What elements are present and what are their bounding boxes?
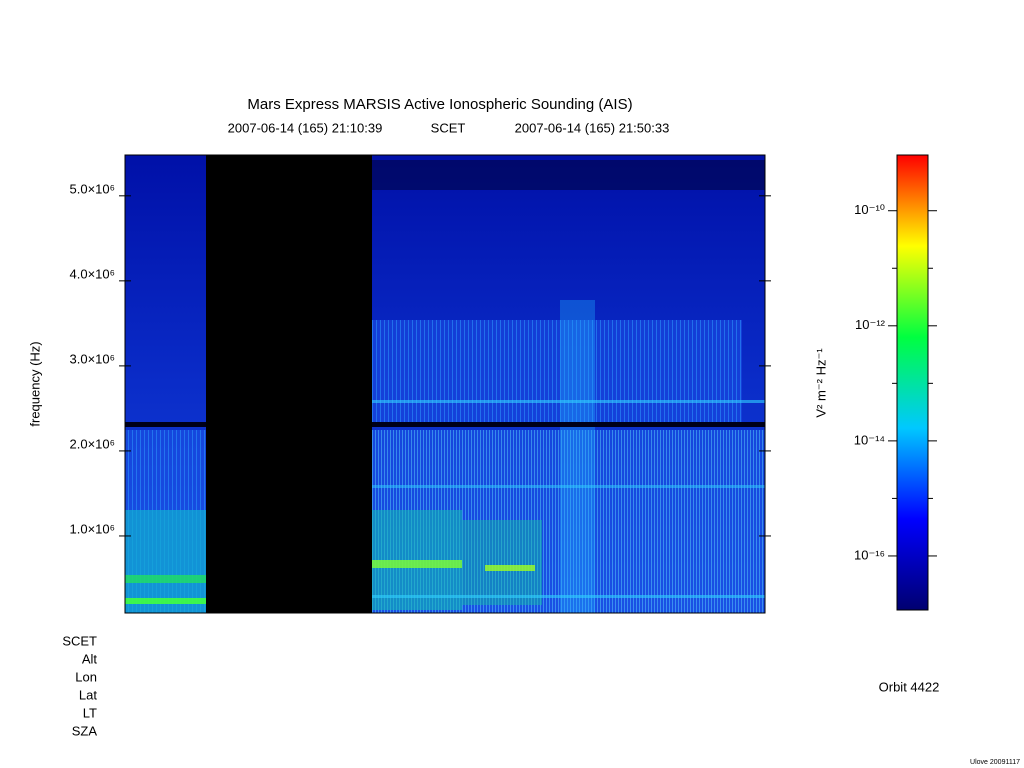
y-tick-label: 2.0×10⁶	[70, 436, 115, 451]
table-row-label: Lon	[75, 669, 97, 684]
plot-frame	[124, 154, 766, 614]
subtitle-end: 2007-06-14 (165) 21:50:33	[515, 120, 670, 135]
colorbar-label: V² m⁻² Hz⁻¹	[813, 348, 828, 418]
chart-title: Mars Express MARSIS Active Ionospheric S…	[247, 96, 632, 113]
colorbar-tick-label: 10⁻¹⁶	[854, 547, 885, 562]
table-x-label: SCET	[62, 633, 97, 648]
table-row-label: SZA	[72, 723, 98, 738]
colorbar	[896, 154, 929, 611]
table-row-label: Alt	[82, 651, 98, 666]
table-row-label: LT	[83, 705, 97, 720]
colorbar-tick-label: 10⁻¹⁰	[854, 202, 885, 217]
subtitle-start: 2007-06-14 (165) 21:10:39	[228, 120, 383, 135]
y-tick-label: 1.0×10⁶	[70, 521, 115, 536]
colorbar-tick-label: 10⁻¹⁴	[854, 432, 885, 447]
subtitle-mid: SCET	[431, 120, 466, 135]
spectrogram-image	[125, 155, 765, 613]
y-tick-label: 5.0×10⁶	[70, 181, 115, 196]
colorbar-tick-label: 10⁻¹²	[855, 317, 886, 332]
y-axis-label: frequency (Hz)	[27, 341, 42, 426]
y-tick-label: 4.0×10⁶	[70, 266, 115, 281]
orbit-label: Orbit 4422	[879, 679, 940, 694]
table-row-label: Lat	[79, 687, 97, 702]
y-tick-label: 3.0×10⁶	[70, 351, 115, 366]
credit: Ulove 20091117	[970, 759, 1020, 766]
